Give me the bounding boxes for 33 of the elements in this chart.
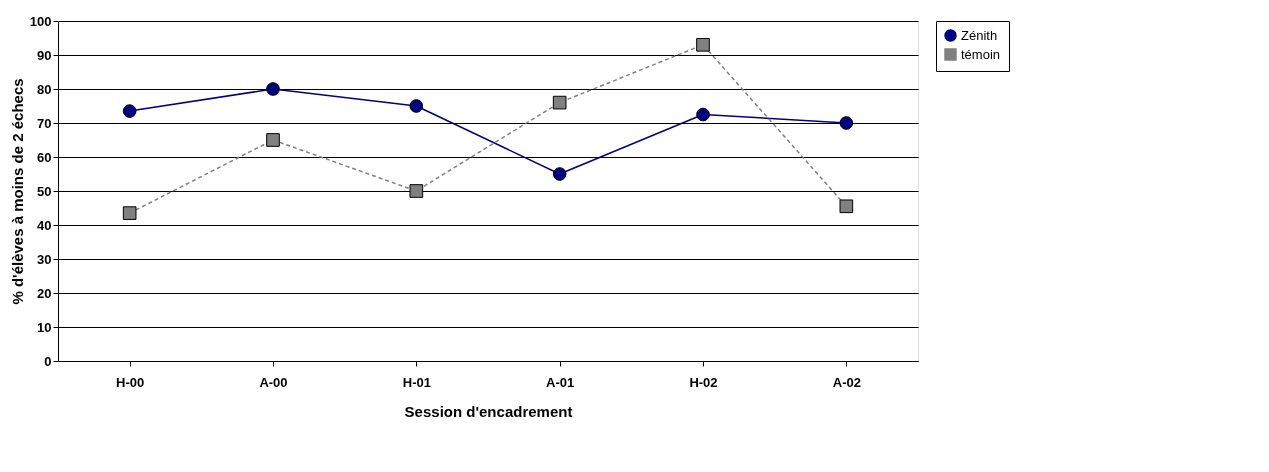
y-tick-label: 10 [37, 319, 52, 335]
legend-label: Zénith [961, 27, 998, 43]
point [696, 107, 710, 122]
y-tick-label: 30 [37, 251, 52, 267]
y-tick-label: 100 [29, 13, 52, 29]
point [839, 199, 854, 214]
y-axis-title: % d'élèves à moins de 2 échecs [8, 78, 26, 305]
y-tick-label: 40 [37, 217, 52, 233]
point [409, 184, 424, 198]
point [696, 37, 710, 52]
x-tick-label: A-02 [832, 374, 861, 390]
point [409, 99, 424, 113]
y-tick-label: 80 [37, 81, 52, 97]
y-tick-label: 50 [37, 183, 52, 199]
point [552, 95, 567, 110]
y-tick-label: 20 [37, 285, 52, 301]
y-tick-label: 0 [44, 353, 52, 369]
point [122, 206, 137, 220]
y-tick-label: 70 [37, 115, 52, 131]
x-tick-label: H-02 [689, 374, 718, 390]
x-tick-label: A-01 [546, 374, 575, 390]
y-tick-label: 60 [37, 149, 52, 165]
legend-label: témoin [961, 46, 1001, 62]
point [552, 167, 567, 181]
x-axis-title: Session d'encadrement [404, 402, 573, 420]
point [266, 82, 280, 96]
x-tick-label: H-00 [116, 374, 145, 390]
point [266, 133, 280, 147]
point [122, 104, 137, 118]
x-tick-label: H-01 [402, 374, 431, 390]
y-tick-label: 90 [37, 47, 52, 63]
x-tick-label: A-00 [259, 374, 288, 390]
point [839, 116, 854, 130]
